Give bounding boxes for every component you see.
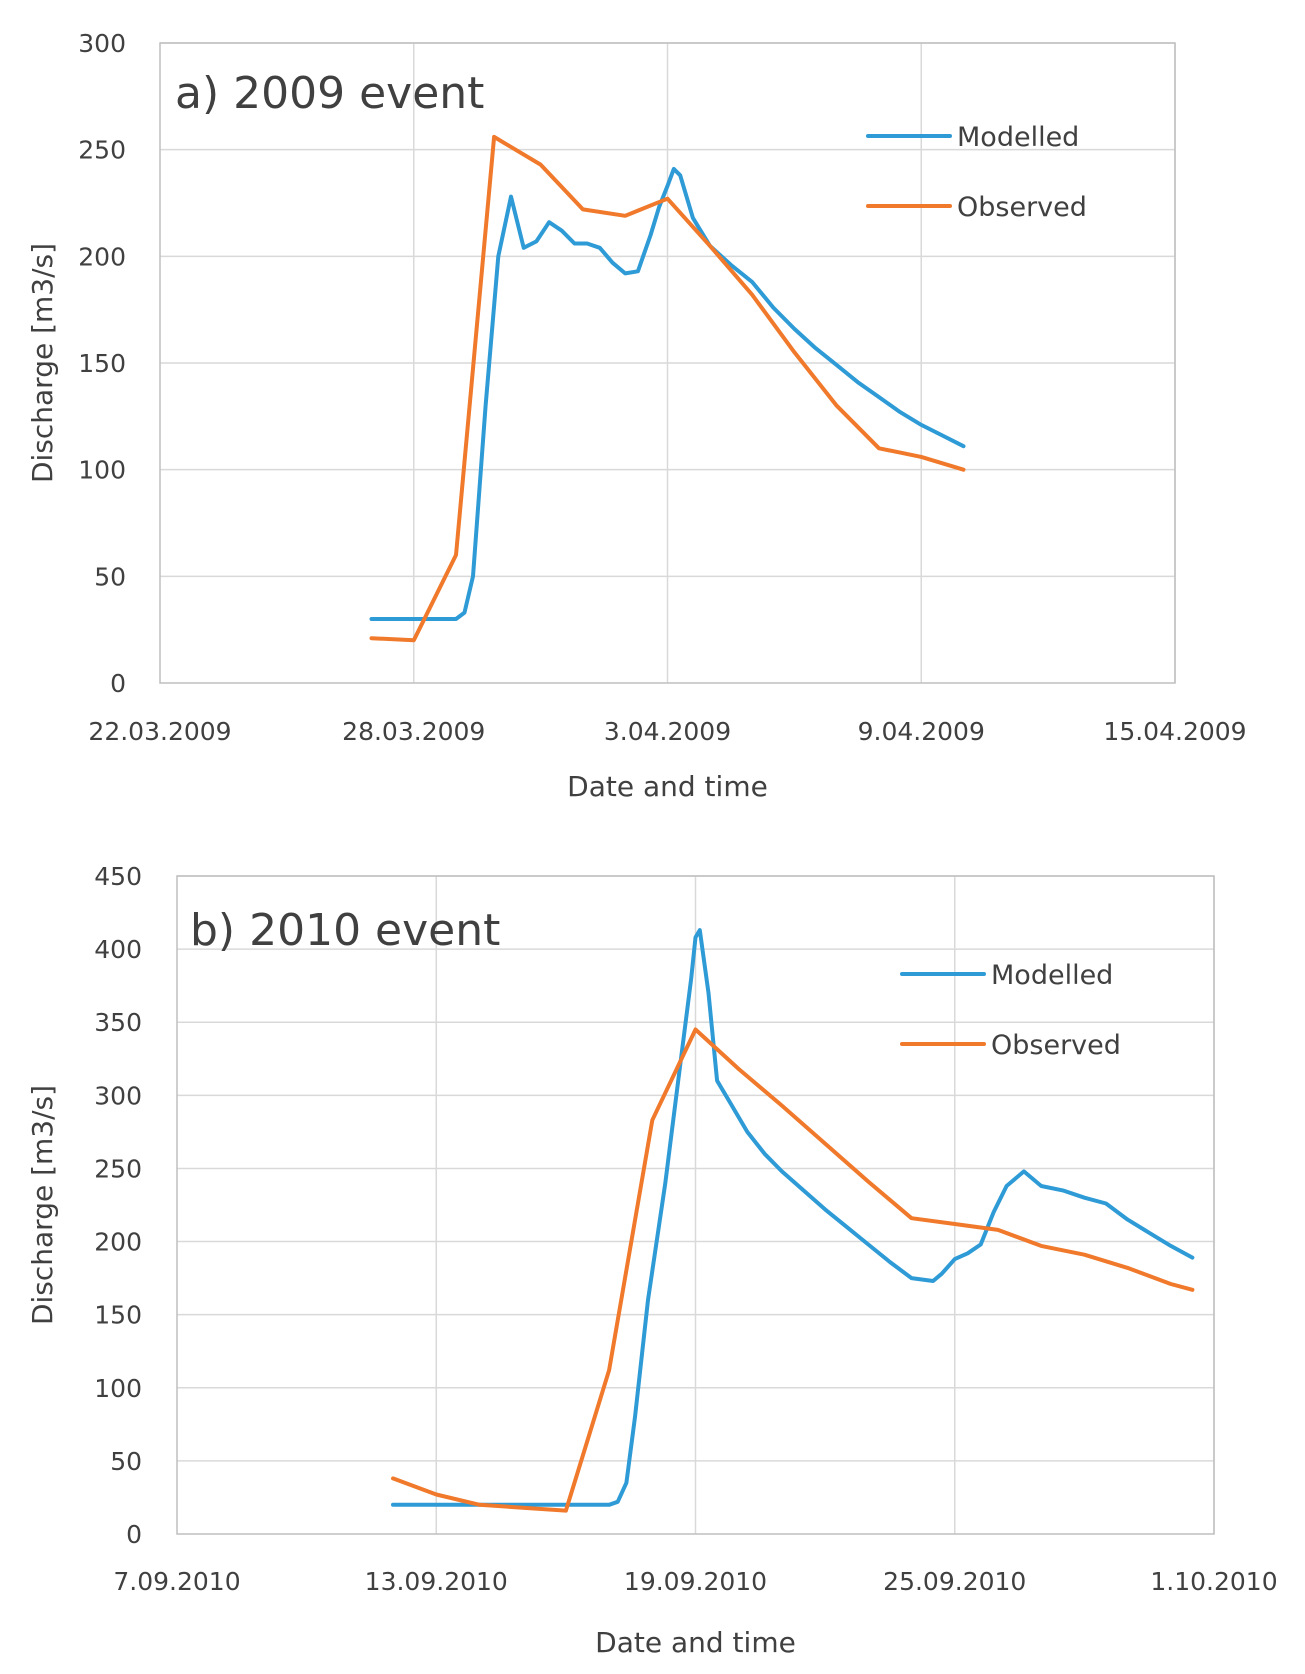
y-tick-label: 150 <box>94 1301 142 1330</box>
series-line-observed <box>369 134 966 643</box>
y-tick-label: 400 <box>94 935 142 964</box>
y-tick-label: 300 <box>78 29 126 58</box>
y-axis-title: Discharge [m3/s] <box>26 243 59 483</box>
x-tick-label: 13.09.2010 <box>365 1567 508 1596</box>
x-tick-label: 1.10.2010 <box>1150 1567 1277 1596</box>
y-axis-title: Discharge [m3/s] <box>26 1085 59 1325</box>
chart-title: b) 2010 event <box>190 905 500 956</box>
y-tick-label: 100 <box>78 456 126 485</box>
legend-label-observed: Observed <box>991 1030 1121 1061</box>
series-line-modelled <box>369 166 966 621</box>
legend-label-modelled: Modelled <box>991 960 1113 991</box>
plot-area <box>159 42 1176 684</box>
series-line-modelled <box>391 928 1195 1507</box>
y-tick-label: 200 <box>94 1228 142 1257</box>
y-tick-label: 250 <box>78 136 126 165</box>
x-tick-label: 25.09.2010 <box>883 1567 1026 1596</box>
chart-title: a) 2009 event <box>175 68 484 119</box>
y-tick-label: 50 <box>110 1447 142 1476</box>
plot-area <box>176 875 1215 1535</box>
chart-panel-1: 0 50 100 150 200 250 300 350 400 450 7.09.2010 13.0… <box>26 862 1278 1659</box>
x-tick-label: 19.09.2010 <box>624 1567 767 1596</box>
y-tick-label: 350 <box>94 1008 142 1037</box>
legend-label-observed: Observed <box>957 192 1087 223</box>
y-tick-label: 450 <box>94 862 142 891</box>
x-tick-label: 9.04.2009 <box>858 717 985 746</box>
x-tick-label: 15.04.2009 <box>1103 717 1246 746</box>
y-tick-label: 150 <box>78 349 126 378</box>
x-tick-label: 22.03.2009 <box>88 717 231 746</box>
x-axis-title: Date and time <box>595 1626 796 1659</box>
legend-label-modelled: Modelled <box>957 122 1079 153</box>
x-tick-label: 7.09.2010 <box>113 1567 240 1596</box>
y-tick-label: 250 <box>94 1154 142 1183</box>
chart-panel-0: 0 50 100 150 200 250 300 22.03.2009 28.03.2009 3.… <box>26 29 1247 803</box>
y-tick-label: 50 <box>94 562 126 591</box>
y-tick-label: 300 <box>94 1081 142 1110</box>
x-tick-label: 3.04.2009 <box>604 717 731 746</box>
series-line-observed <box>391 1027 1195 1513</box>
y-tick-label: 100 <box>94 1374 142 1403</box>
y-tick-label: 0 <box>126 1520 142 1549</box>
x-tick-label: 28.03.2009 <box>342 717 485 746</box>
x-axis-title: Date and time <box>567 770 768 803</box>
y-tick-label: 200 <box>78 242 126 271</box>
y-tick-label: 0 <box>110 669 126 698</box>
